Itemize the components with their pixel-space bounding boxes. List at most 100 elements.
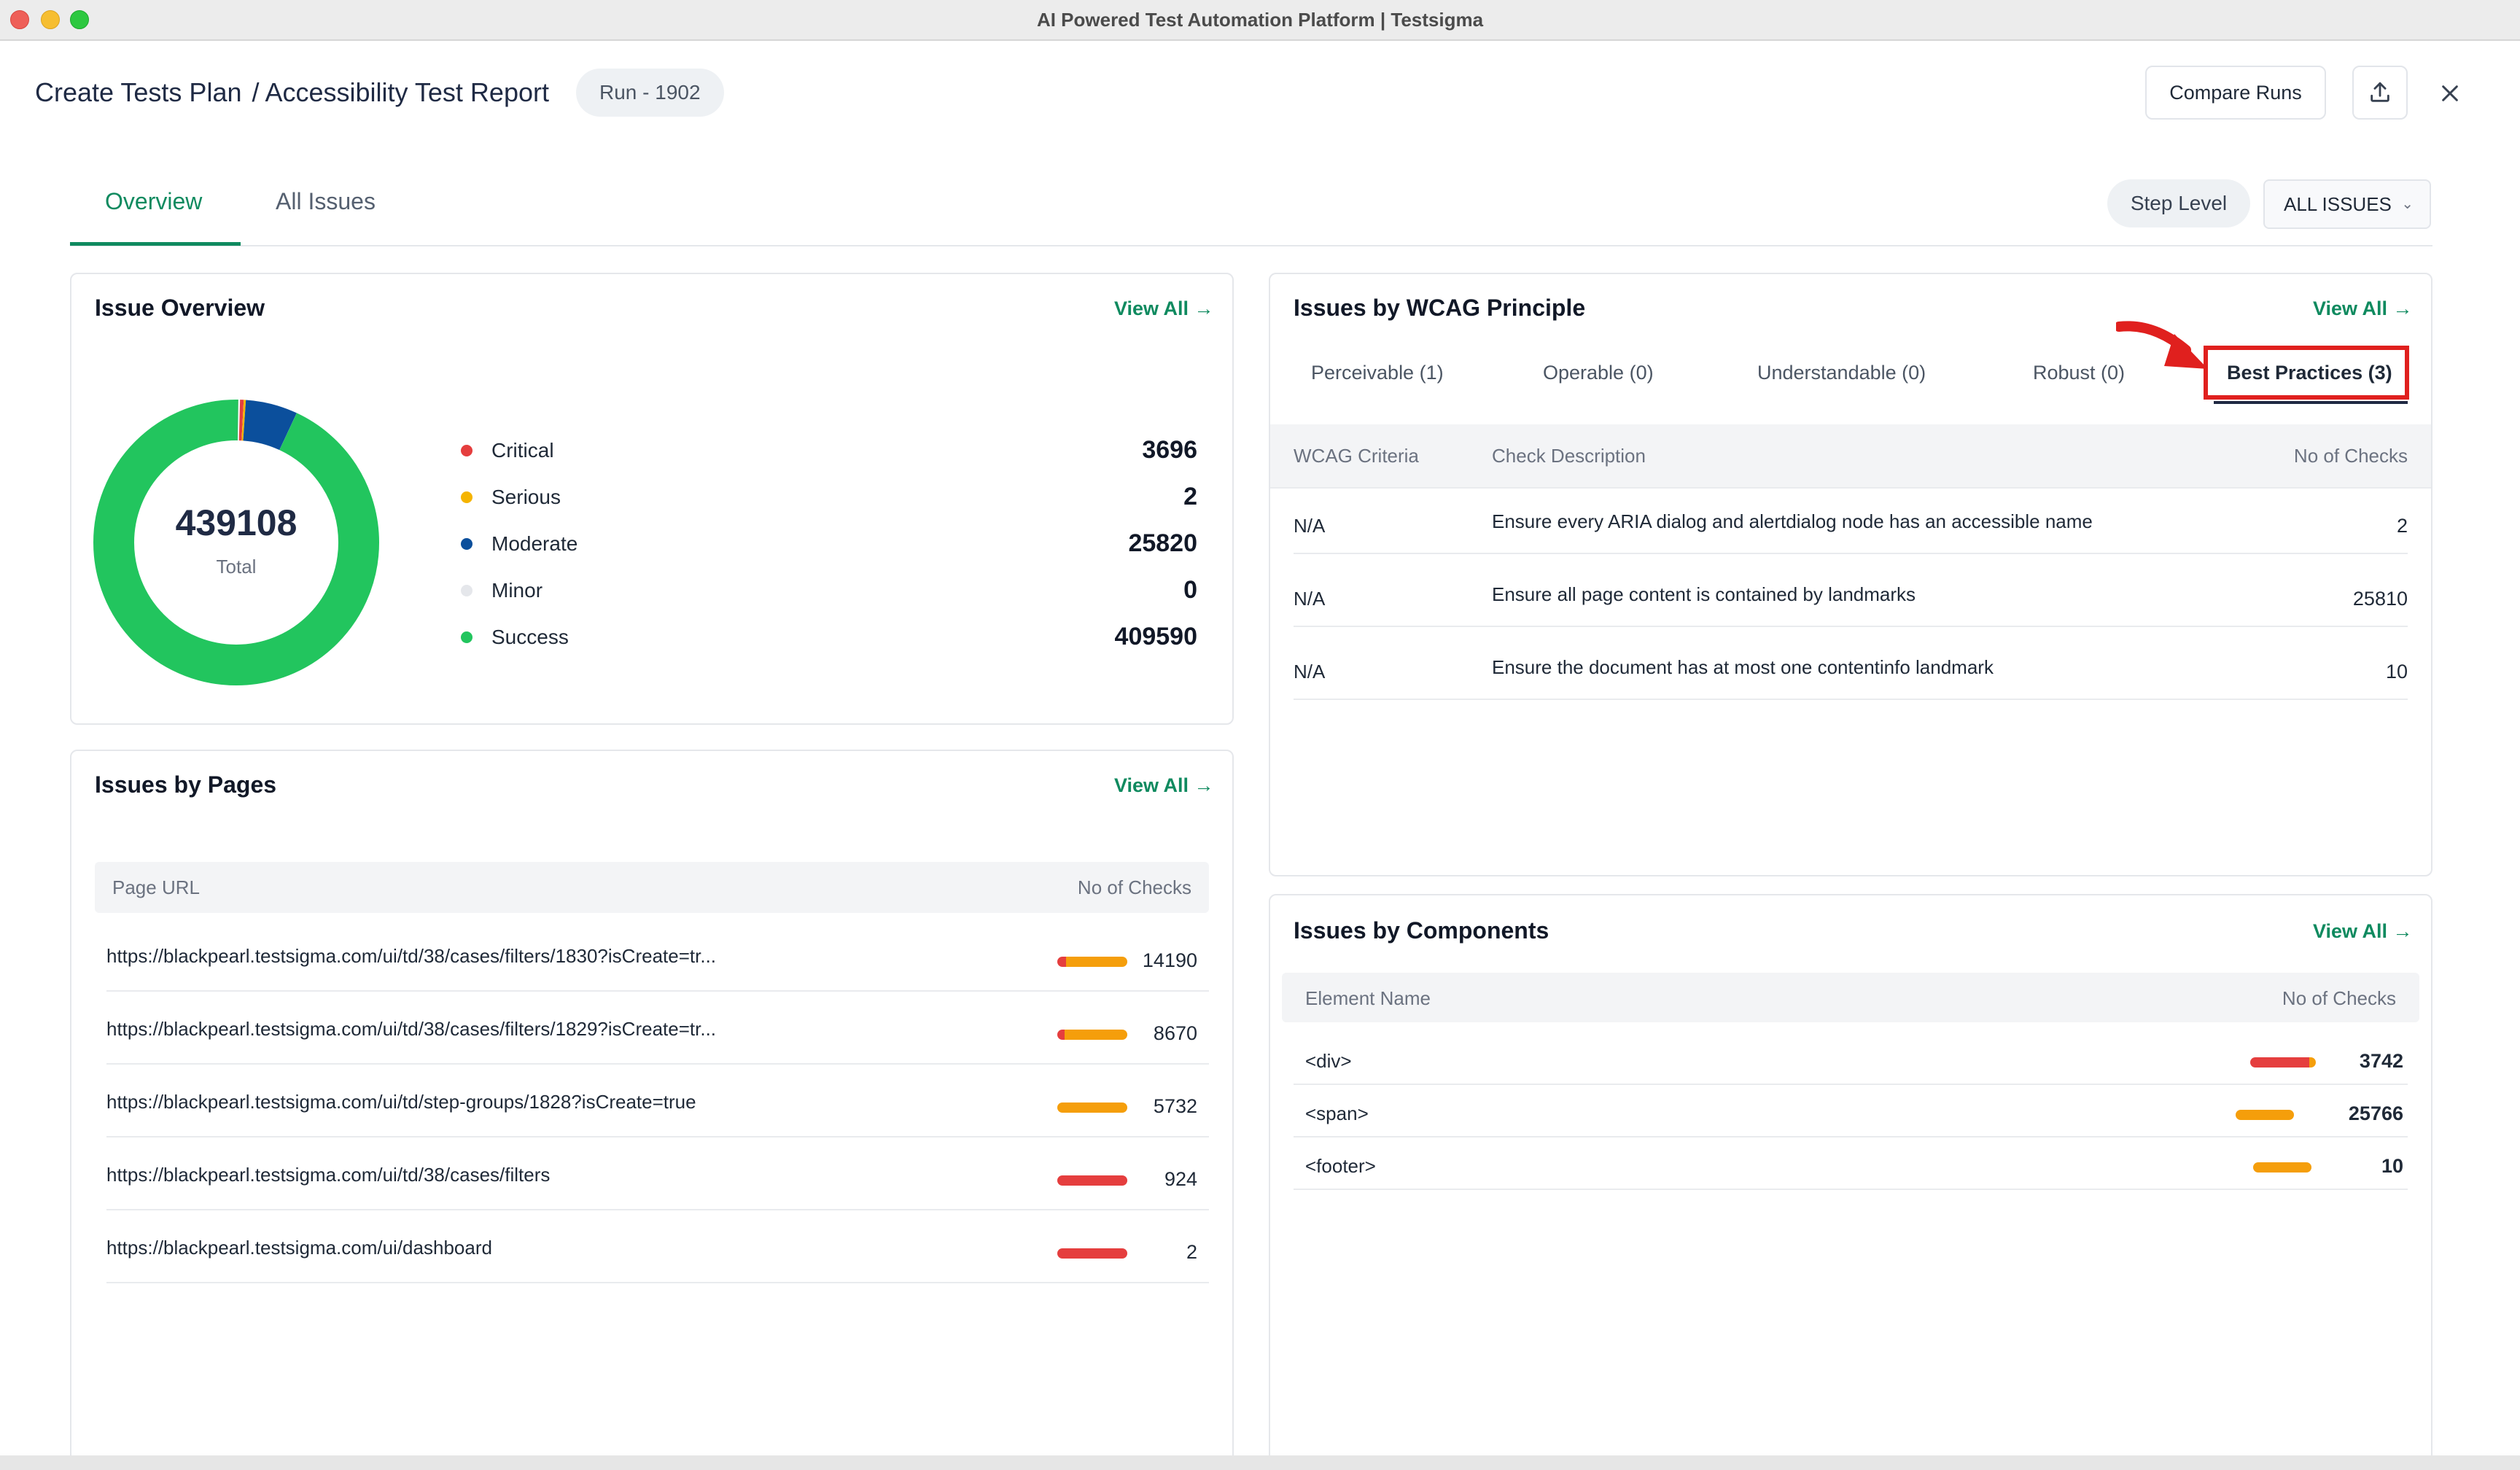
wcag-criteria: N/A [1294,515,1326,537]
page-url-link[interactable]: https://blackpearl.testsigma.com/ui/td/s… [106,1091,696,1113]
legend-label: Serious [491,486,561,508]
bar-moderate-segment [2309,1057,2316,1068]
wcag-tab-active-indicator [2214,401,2408,404]
page-checks-count: 8670 [1153,1022,1197,1044]
tab-active-indicator [70,242,241,246]
legend-count: 3696 [1142,436,1197,464]
wcag-checks-count: 10 [2385,661,2408,682]
bar-critical-segment [1057,1175,1127,1186]
window-zoom-button[interactable] [70,10,89,29]
bar-moderate-segment [1064,1030,1127,1040]
legend-dot-icon [461,631,472,643]
donut-total-value: 439108 [175,502,298,543]
window-title: AI Powered Test Automation Platform | Te… [1036,9,1484,31]
table-row-divider [1294,626,2408,627]
annotation-highlight-box [2204,346,2409,400]
bar-moderate-segment [1065,957,1127,967]
page-url-link[interactable]: https://blackpearl.testsigma.com/ui/td/3… [106,1018,717,1040]
table-row-divider [1294,1084,2408,1085]
legend-item: Success 409590 [461,623,1197,652]
component-checks-bar [2236,1110,2294,1120]
page-checks-bar [1057,1175,1127,1186]
horizontal-scrollbar[interactable] [0,1455,2520,1470]
close-report-button[interactable] [2431,73,2469,114]
wcag-tab-best-practices[interactable]: Best Practices (3) [2227,362,2392,384]
page-checks-bar [1057,957,1127,967]
bar-moderate-segment [2236,1110,2294,1120]
table-row-divider [1294,699,2408,700]
window-close-button[interactable] [10,10,29,29]
window-minimize-button[interactable] [41,10,60,29]
table-row-divider [106,1209,1209,1210]
pages-column-url: Page URL [112,876,200,898]
components-view-all-link[interactable]: View All → [2313,920,2413,942]
page-url-link[interactable]: https://blackpearl.testsigma.com/ui/td/3… [106,945,717,967]
issues-filter-value: ALL ISSUES [2284,193,2392,215]
issue-overview-view-all-link[interactable]: View All → [1114,298,1214,319]
donut-total-label: Total [216,556,257,578]
export-button[interactable] [2352,66,2408,120]
issues-by-pages-view-all-link[interactable]: View All → [1114,774,1214,796]
legend-count: 0 [1183,576,1197,604]
component-checks-count: 3742 [2359,1050,2403,1072]
components-column-element: Element Name [1305,987,1431,1009]
chevron-down-icon: ⌄ [2401,196,2414,212]
table-row-divider [1294,1189,2408,1190]
breadcrumb-root[interactable]: Create Tests Plan [35,77,242,107]
wcag-view-all-link[interactable]: View All → [2313,298,2413,319]
legend-item: Moderate 25820 [461,529,1197,559]
component-element-name[interactable]: <span> [1305,1102,1369,1124]
bar-critical-segment [1057,957,1066,967]
legend-dot-icon [461,585,472,596]
wcag-tab-robust[interactable]: Robust (0) [2033,362,2126,384]
table-row-divider [106,1136,1209,1138]
wcag-tab-understandable[interactable]: Understandable (0) [1757,362,1926,384]
page-checks-bar [1057,1102,1127,1113]
wcag-tab-operable[interactable]: Operable (0) [1543,362,1654,384]
page-checks-count: 924 [1164,1168,1197,1190]
issues-by-pages-title: Issues by Pages [95,771,277,798]
close-icon [2442,85,2458,101]
wcag-tab-perceivable[interactable]: Perceivable (1) [1311,362,1444,384]
annotation-arrow-icon [2116,321,2208,369]
component-element-name[interactable]: <footer> [1305,1155,1376,1177]
pages-table-header [95,862,1209,913]
component-checks-count: 25766 [2348,1102,2403,1124]
wcag-column-description: Check Description [1492,445,1646,467]
table-row-divider [1294,553,2408,554]
legend-label: Success [491,626,569,648]
bar-critical-segment [1057,1030,1065,1040]
component-checks-bar [2253,1162,2311,1172]
bar-critical-segment [1057,1248,1127,1259]
compare-runs-button[interactable]: Compare Runs [2145,66,2326,120]
page-checks-count: 5732 [1153,1095,1197,1117]
issues-filter-select[interactable]: ALL ISSUES ⌄ [2263,179,2431,229]
wcag-checks-count: 25810 [2352,588,2408,610]
page-url-link[interactable]: https://blackpearl.testsigma.com/ui/dash… [106,1237,492,1259]
step-level-button[interactable]: Step Level [2107,179,2250,228]
legend-item: Minor 0 [461,576,1197,605]
wcag-check-description: Ensure the document has at most one cont… [1492,656,1994,678]
page-checks-bar [1057,1248,1127,1259]
wcag-column-checks: No of Checks [2293,445,2408,467]
legend-dot-icon [461,445,472,456]
wcag-checks-count: 2 [2396,515,2408,537]
tab-all-issues[interactable]: All Issues [276,188,376,214]
bar-moderate-segment [2253,1162,2311,1172]
bar-moderate-segment [1057,1102,1127,1113]
legend-label: Moderate [491,532,578,555]
page-url-link[interactable]: https://blackpearl.testsigma.com/ui/td/3… [106,1164,551,1186]
wcag-criteria: N/A [1294,588,1326,610]
wcag-principle-title: Issues by WCAG Principle [1294,295,1586,321]
issue-donut-chart [93,400,379,685]
breadcrumb: Create Tests Plan / Accessibility Test R… [35,77,549,108]
tab-overview[interactable]: Overview [105,188,203,214]
window-titlebar: AI Powered Test Automation Platform | Te… [0,0,2520,41]
wcag-criteria: N/A [1294,661,1326,682]
component-element-name[interactable]: <div> [1305,1050,1352,1072]
page-checks-count: 2 [1186,1241,1197,1263]
wcag-table-header [1270,424,2431,487]
run-badge: Run - 1902 [576,69,724,117]
upload-icon [2371,82,2389,102]
legend-dot-icon [461,538,472,550]
